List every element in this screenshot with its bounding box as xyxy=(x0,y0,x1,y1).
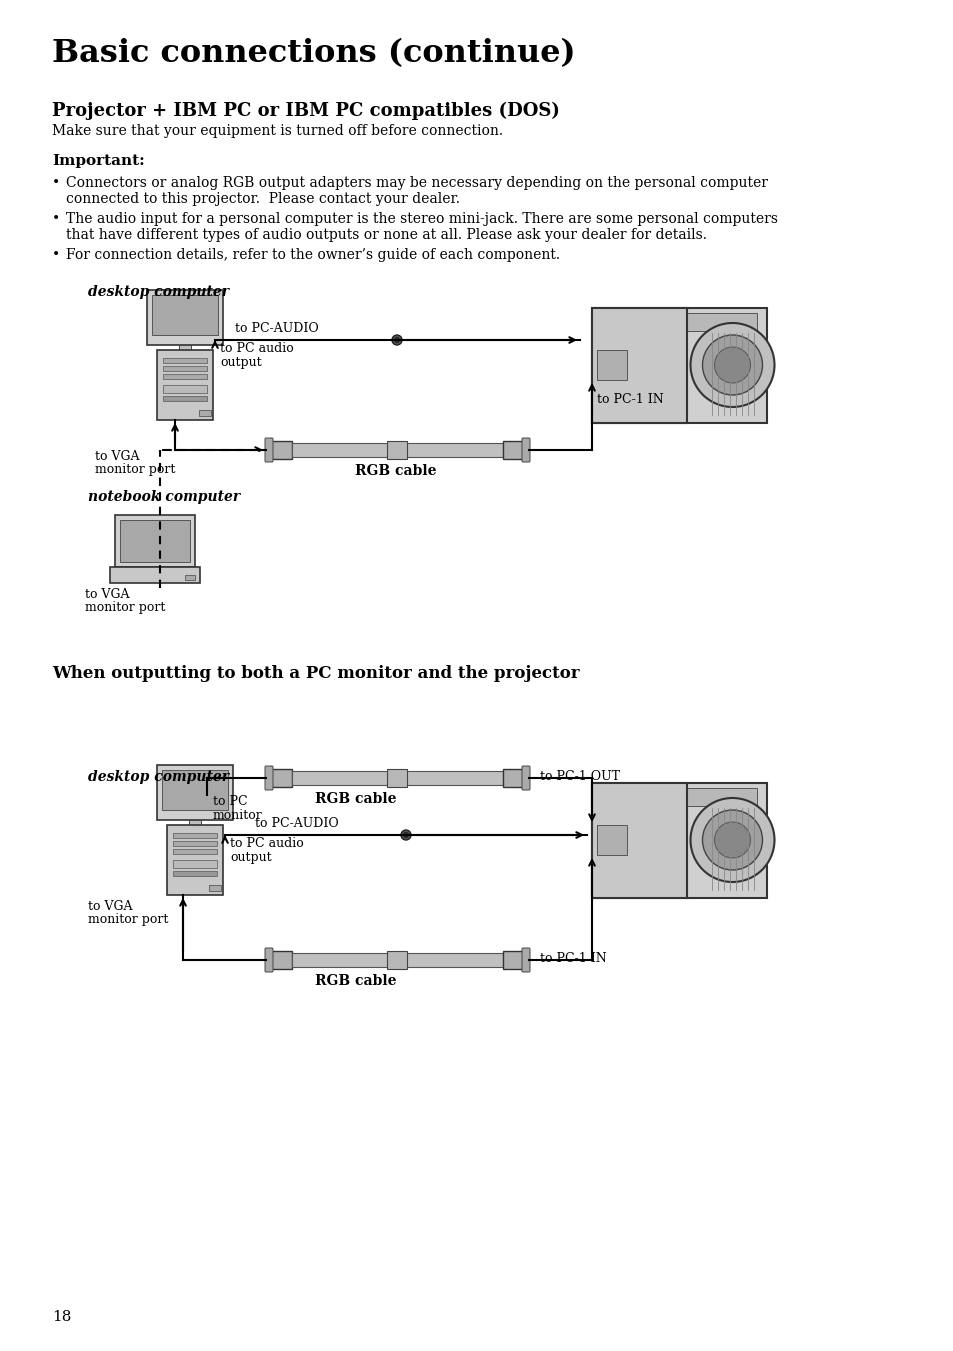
Text: monitor port: monitor port xyxy=(85,601,165,613)
Bar xyxy=(502,951,524,969)
Text: to PC-1 IN: to PC-1 IN xyxy=(539,952,606,965)
FancyBboxPatch shape xyxy=(265,438,273,462)
Bar xyxy=(592,782,767,897)
Text: to VGA: to VGA xyxy=(88,900,132,913)
Text: •: • xyxy=(52,176,60,190)
Text: Projector + IBM PC or IBM PC compatibles (DOS): Projector + IBM PC or IBM PC compatibles… xyxy=(52,101,559,120)
FancyBboxPatch shape xyxy=(521,948,530,971)
Bar xyxy=(189,820,201,825)
Text: monitor port: monitor port xyxy=(88,913,168,925)
Bar xyxy=(172,834,216,838)
Text: monitor port: monitor port xyxy=(95,463,175,476)
FancyBboxPatch shape xyxy=(265,766,273,790)
Bar xyxy=(181,825,209,830)
Text: to PC-1 IN: to PC-1 IN xyxy=(597,393,663,407)
Bar xyxy=(597,312,757,331)
Text: RGB cable: RGB cable xyxy=(314,792,396,807)
Text: monitor: monitor xyxy=(213,809,262,821)
Bar xyxy=(387,440,407,459)
Circle shape xyxy=(701,811,761,870)
Bar xyxy=(270,769,292,788)
Bar xyxy=(163,358,207,363)
Text: 18: 18 xyxy=(52,1310,71,1324)
FancyBboxPatch shape xyxy=(265,948,273,971)
Bar xyxy=(270,440,292,459)
Bar xyxy=(163,366,207,372)
Bar xyxy=(185,576,194,580)
Text: notebook computer: notebook computer xyxy=(88,490,240,504)
Circle shape xyxy=(714,347,750,382)
Bar xyxy=(152,295,218,335)
Circle shape xyxy=(403,832,408,838)
Text: When outputting to both a PC monitor and the projector: When outputting to both a PC monitor and… xyxy=(52,665,579,682)
Circle shape xyxy=(690,323,774,407)
Bar xyxy=(115,515,194,567)
Bar xyxy=(172,871,216,875)
Bar xyxy=(157,350,213,420)
Text: For connection details, refer to the owner’s guide of each component.: For connection details, refer to the own… xyxy=(66,249,559,262)
Text: RGB cable: RGB cable xyxy=(355,463,436,478)
Circle shape xyxy=(714,821,750,858)
Bar xyxy=(597,825,627,855)
Text: to PC audio: to PC audio xyxy=(220,342,294,355)
Text: RGB cable: RGB cable xyxy=(314,974,396,988)
Bar xyxy=(172,861,216,867)
Text: output: output xyxy=(220,357,261,369)
Bar xyxy=(171,351,199,355)
Bar xyxy=(157,765,233,820)
Bar xyxy=(163,385,207,393)
Bar xyxy=(163,374,207,380)
Circle shape xyxy=(400,830,411,840)
Bar xyxy=(597,350,627,380)
Text: Basic connections (continue): Basic connections (continue) xyxy=(52,38,575,69)
Circle shape xyxy=(690,798,774,882)
Text: output: output xyxy=(230,851,272,865)
Text: to VGA: to VGA xyxy=(95,450,139,463)
Text: to VGA: to VGA xyxy=(85,588,130,601)
Text: to PC-AUDIO: to PC-AUDIO xyxy=(234,322,318,335)
Bar xyxy=(162,770,228,811)
Bar xyxy=(592,308,687,423)
Text: that have different types of audio outputs or none at all. Please ask your deale: that have different types of audio outpu… xyxy=(66,228,706,242)
Bar xyxy=(147,290,223,345)
Text: connected to this projector.  Please contact your dealer.: connected to this projector. Please cont… xyxy=(66,192,459,205)
Text: desktop computer: desktop computer xyxy=(88,770,229,784)
Bar xyxy=(387,769,407,788)
Text: The audio input for a personal computer is the stereo mini-jack. There are some : The audio input for a personal computer … xyxy=(66,212,778,226)
Bar xyxy=(292,771,502,785)
Text: desktop computer: desktop computer xyxy=(88,285,229,299)
Bar xyxy=(179,345,191,351)
FancyBboxPatch shape xyxy=(521,438,530,462)
Bar xyxy=(387,951,407,969)
Bar xyxy=(199,409,211,416)
Bar xyxy=(172,848,216,854)
Text: to PC-1 OUT: to PC-1 OUT xyxy=(539,770,619,784)
Bar xyxy=(502,769,524,788)
Bar xyxy=(172,842,216,846)
Text: to PC: to PC xyxy=(213,794,248,808)
Text: Connectors or analog RGB output adapters may be necessary depending on the perso: Connectors or analog RGB output adapters… xyxy=(66,176,767,190)
Bar xyxy=(597,788,757,805)
Circle shape xyxy=(701,335,761,394)
Bar xyxy=(502,440,524,459)
Bar xyxy=(163,396,207,401)
Bar xyxy=(592,308,767,423)
Circle shape xyxy=(392,335,401,345)
Bar xyxy=(110,567,200,584)
Text: to PC-AUDIO: to PC-AUDIO xyxy=(254,817,338,830)
Text: to PC audio: to PC audio xyxy=(230,838,303,850)
Bar xyxy=(120,520,190,562)
Text: •: • xyxy=(52,249,60,262)
Bar xyxy=(167,825,223,894)
FancyBboxPatch shape xyxy=(521,766,530,790)
Circle shape xyxy=(395,338,399,343)
Text: Make sure that your equipment is turned off before connection.: Make sure that your equipment is turned … xyxy=(52,124,502,138)
Bar xyxy=(209,885,221,892)
Bar xyxy=(270,951,292,969)
Bar xyxy=(292,443,502,457)
Text: Important:: Important: xyxy=(52,154,145,168)
Bar xyxy=(292,952,502,967)
Text: •: • xyxy=(52,212,60,226)
Bar xyxy=(592,782,687,897)
